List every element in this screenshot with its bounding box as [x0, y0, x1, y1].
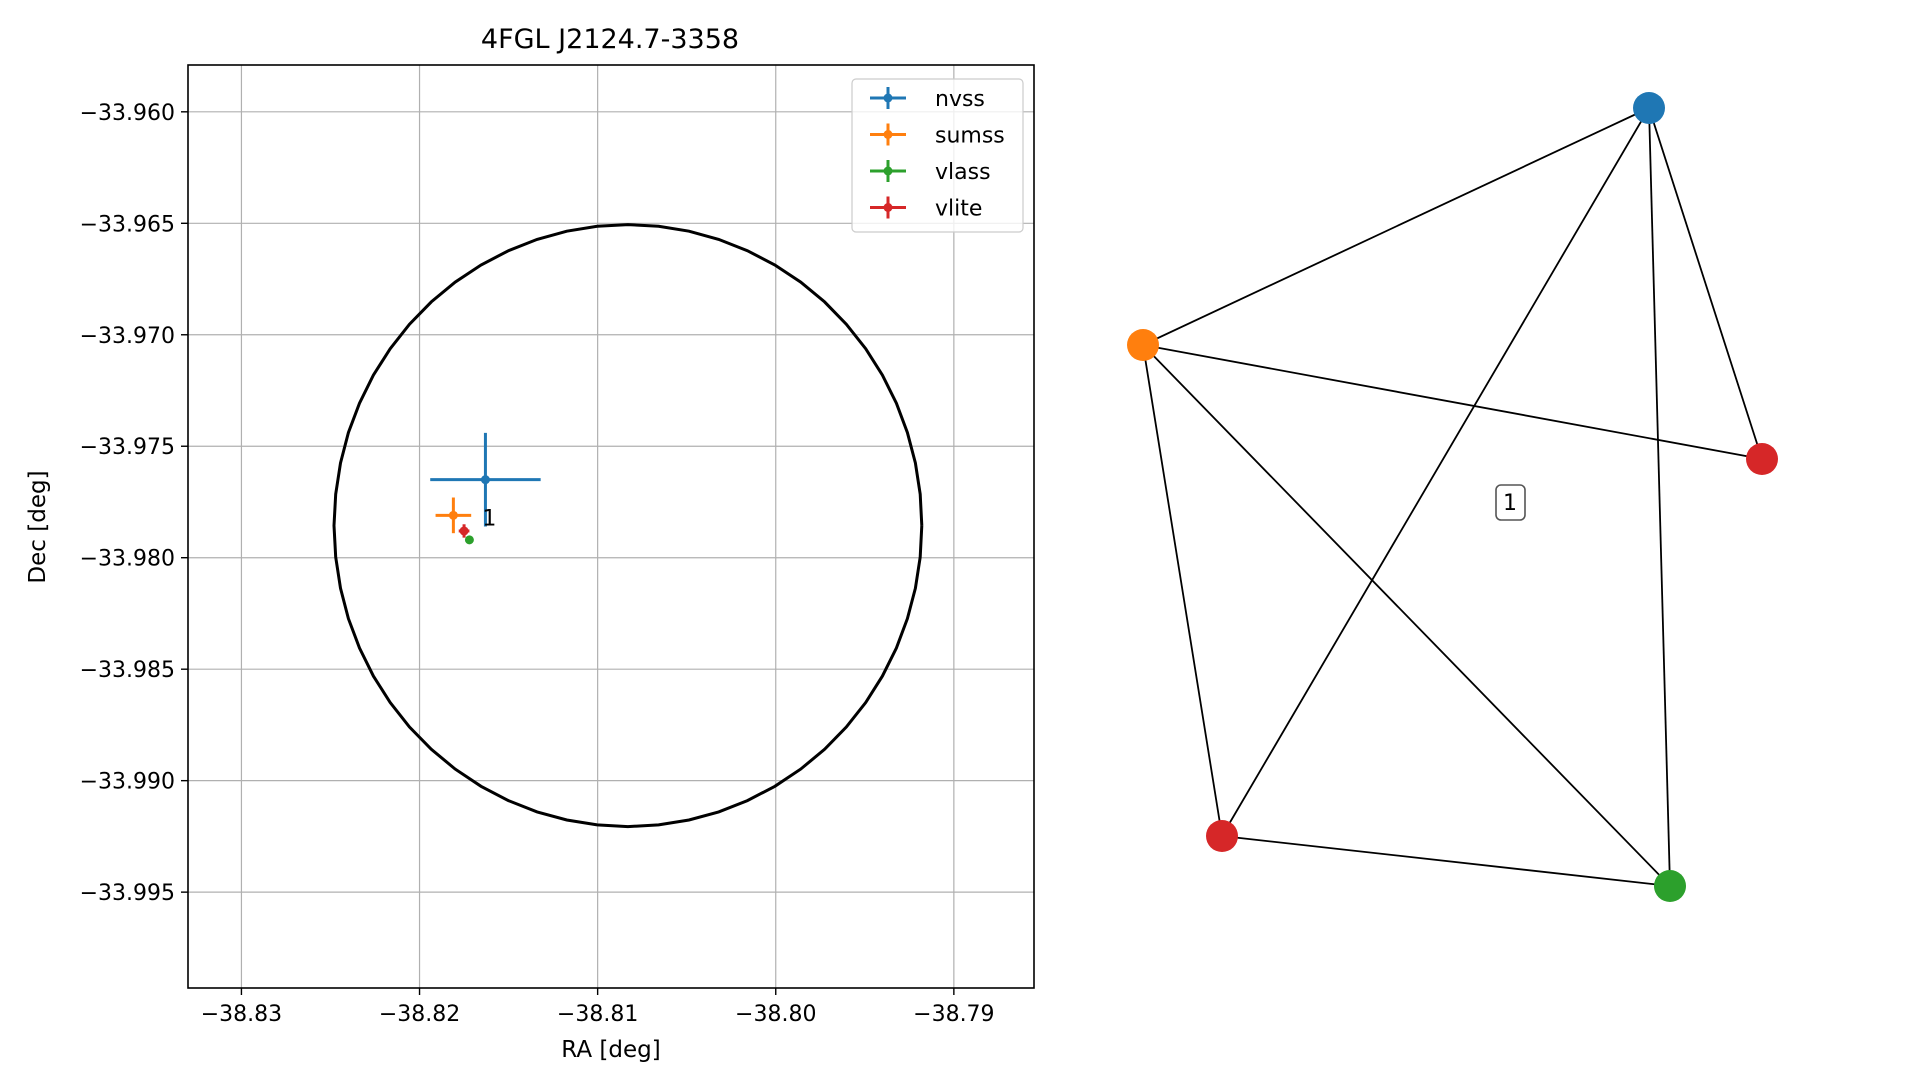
y-tick-label: −33.995: [80, 881, 175, 906]
graph-label-frame: [1495, 484, 1526, 521]
y-tick-label: −33.975: [80, 435, 175, 460]
x-tick-label: −38.83: [201, 1002, 282, 1027]
x-tick-label: −38.79: [913, 1002, 994, 1027]
y-tick-label: −33.970: [80, 324, 175, 349]
x-tick-label: −38.82: [379, 1002, 460, 1027]
chart-title: 4FGL J2124.7-3358: [481, 24, 739, 55]
y-axis-label: Dec [deg]: [25, 470, 51, 583]
y-tick-label: −33.965: [80, 212, 175, 237]
error-ellipse-layer: [332, 223, 924, 829]
graph-node-vlass: [1654, 870, 1686, 902]
marker-vlass: [464, 535, 474, 545]
graph-edge-vlite_b-vlass: [1221, 835, 1671, 887]
graph-edge-nvss-vlite_a: [1648, 107, 1763, 460]
x-tick-label: −38.81: [557, 1002, 638, 1027]
point-sumss: [435, 497, 472, 534]
localization-ellipse: [332, 223, 924, 829]
graph-edge-nvss-vlite_b: [1221, 107, 1650, 837]
marker-sumss: [448, 510, 458, 520]
graph-edge-sumss-vlass: [1142, 344, 1671, 887]
graph-node-vlite_b: [1206, 820, 1238, 852]
legend-label-vlass: vlass: [935, 160, 991, 185]
x-tick-label: −38.80: [735, 1002, 816, 1027]
legend-swatch-marker: [883, 130, 893, 139]
position-scatter-chart: 4FGL J2124.7-3358 1 −38.83 −38.82 −38.81 −3…: [25, 24, 1035, 1063]
legend-items: nvss sumss vlass vlite: [870, 87, 1005, 222]
y-tick-label: −33.980: [80, 547, 175, 572]
annotations-layer: 1: [482, 507, 496, 532]
point-nvss: [430, 432, 541, 527]
axes-frame: [187, 64, 1035, 989]
graph-edges: [1142, 107, 1763, 887]
marker-nvss: [480, 475, 490, 485]
marker-vlite: [459, 526, 469, 536]
legend-box: [851, 78, 1024, 233]
graph-label: 1: [1503, 491, 1517, 516]
legend-item-vlite: vlite: [870, 196, 982, 222]
legend-swatch-marker: [883, 93, 893, 103]
legend-label-nvss: nvss: [935, 87, 985, 112]
y-tick-label: −33.990: [80, 770, 175, 795]
data-points-layer: [430, 432, 541, 545]
legend-swatch-marker: [883, 203, 893, 212]
graph-edge-nvss-sumss: [1142, 107, 1650, 346]
graph-edge-sumss-vlite_b: [1142, 344, 1223, 837]
graph-label-box: 1: [1495, 484, 1526, 521]
graph-nodes: [1127, 92, 1778, 902]
legend-label-sumss: sumss: [935, 124, 1005, 149]
point-vlass: [464, 535, 474, 545]
graph-node-vlite_a: [1746, 443, 1778, 475]
graph-node-nvss: [1633, 92, 1665, 124]
legend-label-vlite: vlite: [935, 197, 982, 222]
graph-edge-nvss-vlass: [1648, 107, 1671, 887]
y-axis-ticks: −33.960 −33.965 −33.970 −33.975 −33.980 −33.9…: [80, 101, 188, 906]
point-annotation: 1: [482, 507, 496, 532]
x-axis-label: RA [deg]: [561, 1037, 660, 1063]
legend-item-sumss: sumss: [870, 123, 1005, 149]
point-vlite: [458, 524, 470, 538]
graph-node-sumss: [1127, 329, 1159, 361]
legend-item-vlass: vlass: [870, 160, 991, 185]
y-tick-label: −33.985: [80, 658, 175, 683]
legend: nvss sumss vlass vlite: [851, 78, 1024, 233]
y-tick-label: −33.960: [80, 101, 175, 126]
graph-edge-sumss-vlite_a: [1142, 344, 1763, 460]
legend-swatch-marker: [883, 166, 893, 176]
match-graph: 1: [1127, 92, 1778, 902]
legend-item-nvss: nvss: [870, 87, 985, 112]
x-axis-ticks: −38.83 −38.82 −38.81 −38.80 −38.79: [201, 988, 995, 1027]
